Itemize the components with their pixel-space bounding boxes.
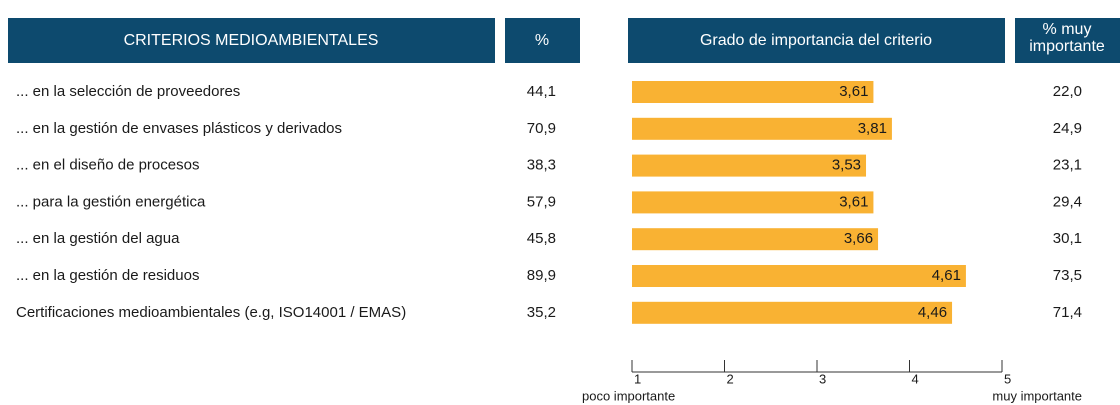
- pct-cell: 89,9: [527, 267, 556, 284]
- x-tick-label: 3: [819, 371, 826, 386]
- header-box: [628, 18, 1005, 63]
- bar: [632, 301, 953, 324]
- x-tick-label: 4: [912, 371, 919, 386]
- muy-cell: 30,1: [1053, 230, 1082, 247]
- bar-value-label: 3,53: [832, 157, 861, 174]
- row-label: ... para la gestión energética: [16, 193, 206, 210]
- row-label: ... en la gestión de envases plásticos y…: [16, 120, 342, 137]
- bar-value-label: 3,61: [839, 83, 868, 100]
- muy-cell: 29,4: [1053, 193, 1082, 210]
- bar-value-label: 3,66: [844, 230, 873, 247]
- pct-cell: 35,2: [527, 304, 556, 321]
- muy-cell: 24,9: [1053, 120, 1082, 137]
- header-box: [1015, 18, 1120, 63]
- x-tick-label: 2: [727, 371, 734, 386]
- row-label: ... en el diseño de procesos: [16, 157, 199, 174]
- row-label: ... en la gestión de residuos: [16, 267, 199, 284]
- header-box: [505, 18, 580, 63]
- pct-cell: 70,9: [527, 120, 556, 137]
- header-muy: % muy: [1043, 21, 1092, 38]
- muy-cell: 73,5: [1053, 267, 1082, 284]
- bar: [632, 265, 966, 287]
- muy-cell: 71,4: [1053, 304, 1082, 321]
- muy-cell: 22,0: [1053, 83, 1082, 100]
- pct-cell: 45,8: [527, 230, 556, 247]
- x-tick-label: 1: [634, 371, 641, 386]
- bar-value-label: 4,46: [918, 304, 947, 321]
- x-tick-label: 5: [1004, 371, 1011, 386]
- bar: [632, 81, 874, 103]
- row-label: ... en la gestión del agua: [16, 230, 180, 247]
- bar: [632, 117, 892, 140]
- bar-value-label: 3,61: [839, 193, 868, 210]
- header-muy: importante: [1029, 38, 1105, 55]
- header-box: [8, 18, 495, 63]
- header-pct: %: [535, 32, 549, 49]
- bar: [632, 228, 879, 251]
- row-label: ... en la selección de proveedores: [16, 83, 240, 100]
- pct-cell: 44,1: [527, 83, 556, 100]
- bar: [632, 154, 867, 177]
- pct-cell: 38,3: [527, 157, 556, 174]
- bar-value-label: 3,81: [858, 120, 887, 137]
- header-label: CRITERIOS MEDIOAMBIENTALES: [124, 32, 379, 49]
- pct-cell: 57,9: [527, 193, 556, 210]
- bar-value-label: 4,61: [932, 267, 961, 284]
- chart-title: Grado de importancia del criterio: [700, 32, 932, 49]
- x-label-left: poco importante: [582, 388, 675, 403]
- bar: [632, 191, 874, 214]
- row-label: Certificaciones medioambientales (e.g, I…: [16, 304, 406, 321]
- x-label-right: muy importante: [992, 388, 1082, 403]
- muy-cell: 23,1: [1053, 157, 1082, 174]
